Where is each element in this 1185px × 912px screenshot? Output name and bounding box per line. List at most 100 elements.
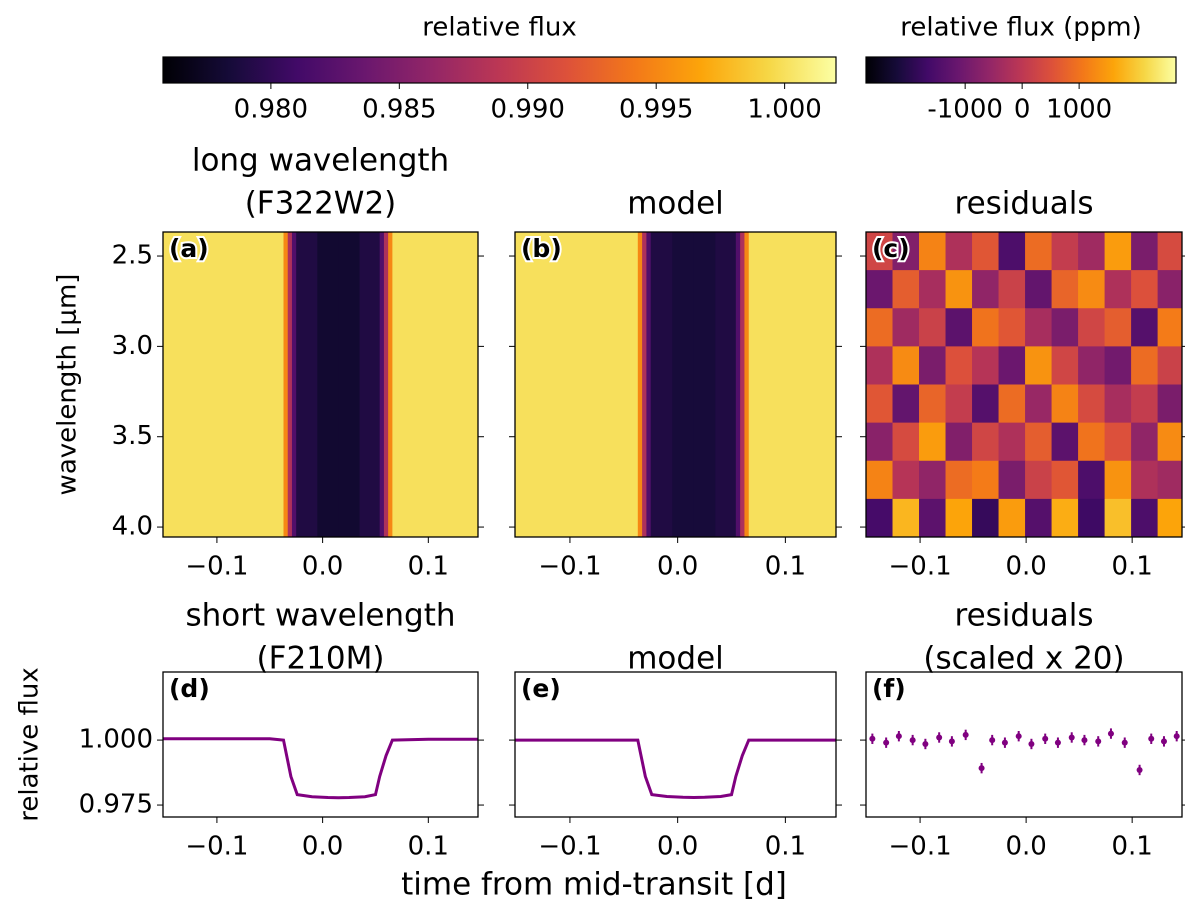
heatmap-column	[715, 232, 737, 537]
heatmap-cell	[1051, 308, 1079, 347]
heatmap-column	[388, 232, 393, 537]
tick-label: 1.000	[747, 95, 821, 125]
heatmap-cell	[892, 232, 920, 271]
data-point	[1028, 740, 1035, 747]
heatmap-column	[291, 232, 297, 537]
y-tick-label: 3.5	[112, 421, 153, 451]
heatmap-cell	[1157, 422, 1182, 462]
heatmap-cell	[1051, 460, 1079, 500]
panel-title: residuals	[955, 186, 1094, 222]
panel-label: (c)	[872, 234, 910, 263]
heatmap-cell	[1078, 346, 1106, 385]
heatmap-cell	[1131, 346, 1159, 385]
plot-area	[515, 738, 836, 800]
heatmap-cell	[919, 384, 947, 424]
data-point	[978, 765, 985, 772]
heatmap-cell	[1131, 270, 1159, 309]
x-axis-label: time from mid-transit [d]	[401, 867, 787, 903]
heatmap-cell	[1078, 498, 1106, 537]
heatmap-column	[748, 232, 836, 537]
panel-title: (F322W2)	[245, 186, 397, 222]
tick-label: 0.995	[619, 95, 693, 125]
heatmap-cell	[1051, 232, 1079, 271]
heatmap-column	[646, 232, 652, 537]
y-axis-label: relative flux	[15, 667, 45, 822]
heatmap-cell	[945, 270, 973, 309]
heatmap-column	[515, 232, 639, 537]
heatmap-cell	[1078, 384, 1106, 424]
data-point	[1136, 766, 1143, 773]
x-tick-label: 0.1	[408, 832, 449, 862]
panel-title: (scaled x 20)	[923, 641, 1124, 677]
panel: model (e) −0.1 0.0 0.1	[509, 641, 842, 862]
x-tick-label: −0.1	[889, 552, 952, 582]
heatmap-cell	[1157, 308, 1182, 347]
data-point	[1160, 738, 1167, 745]
heatmap-column	[163, 232, 285, 537]
heatmap-cell	[1078, 308, 1106, 347]
heatmap-cell	[1025, 498, 1053, 537]
data-point	[909, 737, 916, 744]
light-curve	[515, 738, 836, 800]
heatmap-cell	[1025, 422, 1053, 462]
data-point	[1095, 738, 1102, 745]
heatmap-cell	[1104, 460, 1132, 500]
panel-title: short wavelength	[185, 598, 455, 634]
heatmap-column	[650, 232, 673, 537]
y-axis-label: wavelength [μm]	[53, 274, 83, 496]
heatmap-cell	[1131, 460, 1159, 500]
heatmap-cell	[866, 308, 894, 347]
heatmap-cell	[972, 232, 1000, 271]
heatmap-column	[392, 232, 478, 537]
data-point	[1068, 734, 1075, 741]
heatmap-cell	[1157, 232, 1182, 271]
heatmap-cell	[1078, 422, 1106, 462]
heatmap-cell	[1025, 346, 1053, 385]
heatmap-cell	[1131, 498, 1159, 537]
data-point	[1173, 733, 1180, 740]
heatmap-cell	[1104, 270, 1132, 309]
plot-area	[866, 232, 1182, 537]
panel-frame	[865, 671, 1183, 818]
x-tick-label: 0.1	[408, 552, 449, 582]
heatmap-cell	[945, 346, 973, 385]
heatmap-cell	[1131, 308, 1159, 347]
heatmap-cell	[1104, 308, 1132, 347]
data-point	[1081, 737, 1088, 744]
heatmap-cell	[1157, 498, 1182, 537]
heatmap-cell	[892, 346, 920, 385]
heatmap-cell	[1104, 422, 1132, 462]
data-point	[1148, 735, 1155, 742]
heatmap-column	[735, 232, 741, 537]
y-tick-label: 0.975	[79, 790, 153, 820]
data-point	[1001, 739, 1008, 746]
x-tick-label: 0.0	[657, 552, 698, 582]
panel-label: (f)	[872, 674, 906, 703]
colorbar	[162, 56, 837, 84]
heatmap-column	[642, 232, 647, 537]
heatmap-cell	[998, 308, 1026, 347]
colorbar-label: relative flux (ppm)	[900, 13, 1141, 43]
x-tick-label: −0.1	[185, 832, 248, 862]
panel-label: (d)	[169, 674, 210, 703]
panel: residuals (c) −0.1 0.0 0.1	[860, 186, 1185, 582]
panel: long wavelength (F322W2) (a) −0.1 0.0 0.1 2.5 3…	[53, 143, 484, 582]
y-tick-label: 4.0	[112, 512, 153, 542]
heatmap-cell	[866, 270, 894, 309]
tick-label: 0.980	[234, 95, 308, 125]
heatmap-cell	[892, 270, 920, 309]
heatmap-cell	[1051, 270, 1079, 309]
heatmap-cell	[945, 460, 973, 500]
panel-frame	[162, 671, 479, 818]
plot-area	[163, 737, 478, 800]
x-tick-label: −0.1	[889, 832, 952, 862]
panel-title: long wavelength	[192, 143, 449, 179]
heatmap-cell	[866, 232, 894, 271]
panel-title: model	[627, 641, 724, 677]
heatmap-cell	[1104, 346, 1132, 385]
heatmap-column	[317, 232, 339, 537]
heatmap-cell	[919, 422, 947, 462]
heatmap-cell	[945, 308, 973, 347]
heatmap-cell	[972, 270, 1000, 309]
heatmap-cell	[1025, 384, 1053, 424]
